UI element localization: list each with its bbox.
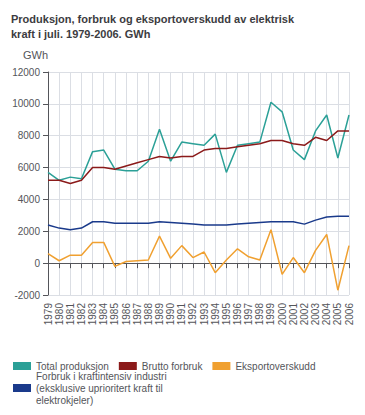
svg-text:1992: 1992	[187, 303, 198, 326]
svg-text:2001: 2001	[288, 303, 299, 326]
svg-text:Forbruk i kraftintensiv indust: Forbruk i kraftintensiv industri	[36, 371, 167, 382]
svg-text:elektrokjeler): elektrokjeler)	[36, 395, 93, 406]
svg-text:10000: 10000	[12, 98, 40, 109]
svg-text:2000: 2000	[277, 303, 288, 326]
svg-text:Brutto forbruk: Brutto forbruk	[141, 360, 203, 372]
svg-text:1985: 1985	[109, 303, 120, 326]
svg-text:Produksjon, forbruk og eksport: Produksjon, forbruk og eksportoverskudd …	[11, 13, 295, 25]
svg-text:1980: 1980	[54, 303, 65, 326]
svg-text:1979: 1979	[43, 303, 54, 326]
svg-text:1991: 1991	[176, 303, 187, 326]
svg-text:1987: 1987	[132, 303, 143, 326]
svg-text:1981: 1981	[65, 303, 76, 326]
svg-text:1984: 1984	[98, 303, 109, 326]
svg-text:1996: 1996	[232, 303, 243, 326]
svg-text:2000: 2000	[18, 226, 41, 237]
svg-text:kraft i juli. 1979-2006. GWh: kraft i juli. 1979-2006. GWh	[11, 28, 151, 40]
svg-text:1986: 1986	[121, 303, 132, 326]
svg-text:2006: 2006	[344, 303, 355, 326]
svg-text:1995: 1995	[221, 303, 232, 326]
svg-text:1982: 1982	[76, 303, 87, 326]
svg-text:1983: 1983	[87, 303, 98, 326]
svg-text:2005: 2005	[332, 303, 343, 326]
svg-text:8000: 8000	[18, 130, 41, 141]
svg-text:2004: 2004	[321, 303, 332, 326]
svg-text:4000: 4000	[18, 194, 41, 205]
svg-text:12000: 12000	[12, 67, 40, 78]
svg-text:6000: 6000	[18, 162, 41, 173]
svg-text:1998: 1998	[254, 303, 265, 326]
svg-text:1993: 1993	[199, 303, 210, 326]
svg-text:0: 0	[34, 258, 40, 269]
svg-text:(eksklusive uprioritert kraft: (eksklusive uprioritert kraft til	[36, 383, 163, 394]
svg-text:1988: 1988	[143, 303, 154, 326]
svg-text:GWh: GWh	[23, 49, 48, 61]
svg-text:2003: 2003	[310, 303, 321, 326]
svg-text:1999: 1999	[265, 303, 276, 326]
svg-text:Eksportoverskudd: Eksportoverskudd	[235, 361, 315, 372]
svg-text:1994: 1994	[210, 303, 221, 326]
svg-text:2002: 2002	[299, 303, 310, 326]
svg-text:1990: 1990	[165, 303, 176, 326]
svg-text:-2000: -2000	[14, 290, 40, 301]
svg-text:1989: 1989	[154, 303, 165, 326]
svg-text:Total produksjon: Total produksjon	[36, 360, 109, 372]
svg-text:1997: 1997	[243, 303, 254, 326]
